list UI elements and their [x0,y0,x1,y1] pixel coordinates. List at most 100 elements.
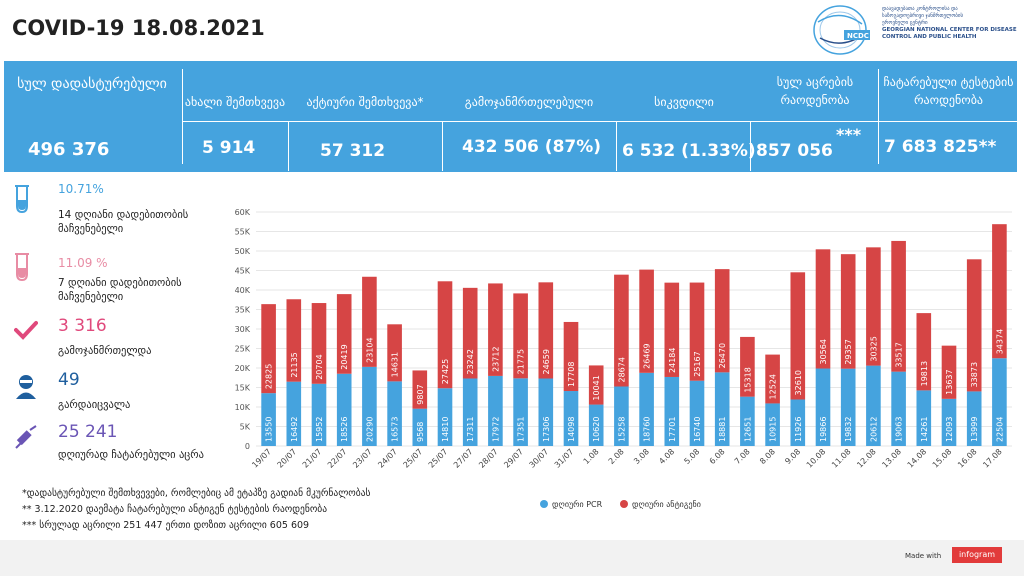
x-tick-label: 8.08 [758,447,777,466]
x-tick-label: 6.08 [708,447,727,466]
bar-antigen [866,247,881,366]
data-label-pcr: 18760 [643,417,652,442]
bar-pcr [261,393,276,446]
logo-line: დაავადებათა კონტროლისა და [882,6,958,12]
data-label-antigen: 23104 [365,337,374,362]
divider [182,121,1017,122]
x-tick-label: 16.08 [956,447,979,470]
bar-pcr [689,380,705,446]
bar-pcr [966,391,982,446]
x-tick-label: 22/07 [326,447,349,470]
data-label-pcr: 10620 [592,417,601,442]
data-label-antigen: 19813 [920,361,929,386]
positivity-7-value: 11.09 % [58,256,108,270]
bar-antigen [563,321,579,392]
data-label-pcr: 17351 [517,417,526,442]
data-label-antigen: 30325 [869,336,878,361]
bar-antigen [992,224,1007,359]
x-tick-label: 29/07 [502,447,525,470]
bar-pcr [840,368,856,446]
data-label-pcr: 20612 [869,417,878,442]
bar-pcr [286,381,302,446]
bar-pcr [916,390,932,446]
data-label-antigen: 30564 [819,339,828,364]
x-tick-label: 9.08 [783,447,802,466]
infogram-badge[interactable]: infogram [952,547,1002,563]
bar-antigen [336,294,352,374]
bar-pcr [538,378,554,446]
x-tick-label: 7.08 [733,447,752,466]
bar-pcr [462,378,478,446]
data-label-pcr: 18526 [340,417,349,442]
data-label-antigen: 29357 [844,339,853,364]
data-label-antigen: 21775 [517,349,526,374]
stats-banner: სულ დადასტურებული 496 376 ახალი შემთხვევ… [4,61,1017,172]
y-tick-label: 35K [235,306,251,315]
x-tick-label: 1.08 [582,447,601,466]
x-tick-label: 2.08 [607,447,626,466]
logo-line: ეროვნული ცენტრი [882,20,928,26]
x-tick-label: 21/07 [301,447,324,470]
data-label-antigen: 24659 [542,349,551,374]
deaths-today-value: 49 [58,370,80,390]
data-label-pcr: 19063 [895,417,904,442]
bar-pcr [891,371,906,446]
ncdc-logo: NCDC დაავადებათა კონტროლისა და საზოგადოე… [812,4,1018,56]
bar-antigen [639,269,654,373]
legend-pcr-label: დღიური PCR [552,499,603,509]
data-label-pcr: 19866 [819,417,828,442]
positivity-14-value: 10.71% [58,182,104,196]
page-title: COVID-19 18.08.2021 [12,16,265,40]
syringe-icon [15,425,37,449]
data-label-pcr: 16740 [693,417,702,442]
divider [616,121,617,171]
data-label-antigen: 23242 [466,349,475,374]
data-label-antigen: 21135 [290,352,299,377]
x-tick-label: 11.08 [830,447,853,470]
divider [182,69,183,164]
new-cases-label: ახალი შემთხვევა [184,95,286,109]
chart-grid: 0 5K 10K 15K 20K 25K 30K 35K 40K 45K 50K 55K 60K [235,208,1012,451]
vaccinations-today-value: 25 241 [58,422,118,442]
data-label-pcr: 12651 [743,417,752,442]
bar-antigen [916,313,932,391]
y-tick-label: 60K [235,208,251,217]
bar-pcr [815,368,831,446]
data-label-pcr: 14261 [920,417,929,442]
bar-pcr [412,408,428,446]
bar-pcr [714,372,730,446]
data-label-antigen: 20419 [340,344,349,369]
bar-antigen [790,272,806,400]
footer-bar [0,540,1024,576]
active-cases-value: 57 312 [320,141,386,161]
bar-pcr [488,375,503,446]
bar-antigen [412,370,428,409]
bar-pcr [866,365,881,446]
data-label-pcr: 17701 [668,417,677,442]
x-tick-label: 10.08 [805,447,828,470]
logo-line: საზოგადოებრივი ჯანმრთელობის [882,13,964,19]
y-tick-label: 25K [235,345,251,354]
vaccinations-value: 857 056 [756,141,833,161]
data-label-antigen: 23712 [491,346,500,371]
data-label-antigen: 13637 [945,369,954,394]
y-tick-label: 10K [235,403,251,412]
y-tick-label: 55K [235,228,251,237]
footnote-active: *დადასტურებული შემთხვევები, რომლებიც ამ … [22,488,371,499]
divider [750,121,751,171]
bar-antigen [261,304,276,394]
data-label-pcr: 11926 [794,417,803,442]
data-label-pcr: 14810 [441,417,450,442]
bar-pcr [790,399,806,446]
x-tick-label: 25/07 [402,447,425,470]
logo-text: დაავადებათა კონტროლისა და საზოგადოებრივი… [882,6,1018,41]
bar-pcr [311,383,327,446]
positivity-7-label: 7 დღიანი დადებითობის მაჩვენებელი [58,277,182,303]
test-tube-icon [15,253,29,282]
data-label-antigen: 9807 [416,384,425,404]
x-tick-label: 3.08 [632,447,651,466]
data-label-pcr: 14098 [567,417,576,442]
bar-antigen [765,354,780,404]
data-label-pcr: 10915 [769,417,778,442]
vaccinations-today-label: დღიურად ჩატარებული აცრა [58,449,204,461]
